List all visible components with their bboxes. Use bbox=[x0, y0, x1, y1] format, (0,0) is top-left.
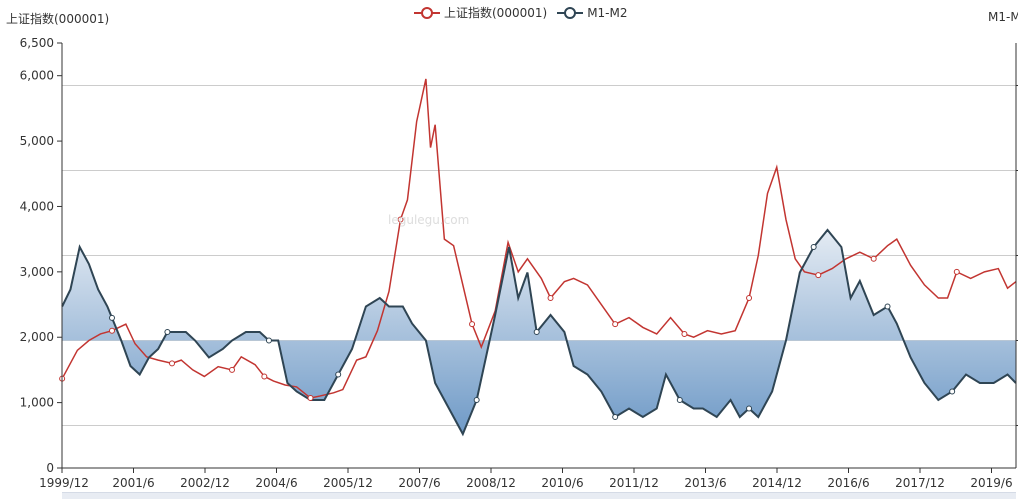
watermark: legulegu.com bbox=[388, 213, 470, 227]
y-tick: 2,000 bbox=[20, 330, 62, 344]
right-axis-title: M1-M2 bbox=[988, 10, 1018, 24]
m1m2-point-marker bbox=[884, 303, 891, 310]
legend-index-label: 上证指数(000001) bbox=[444, 6, 548, 20]
x-tick-label: 2005/12 bbox=[323, 476, 373, 490]
axes bbox=[61, 43, 1018, 469]
m1m2-point-marker bbox=[676, 397, 683, 403]
y-tick-label: 4,000 bbox=[20, 199, 54, 213]
x-tick: 2001/6 bbox=[112, 468, 155, 490]
x-tick-label: 2007/6 bbox=[398, 476, 440, 490]
index-point-marker bbox=[746, 295, 753, 301]
y-tick-label: 5,000 bbox=[20, 134, 54, 148]
x-tick: 2002/12 bbox=[180, 468, 230, 490]
index-point-marker bbox=[681, 330, 688, 337]
m1m2-series-line bbox=[61, 228, 1017, 437]
x-tick: 2008/12 bbox=[466, 468, 516, 490]
m1m2-point-marker bbox=[164, 329, 171, 335]
legend-item-m1m2[interactable]: M1-M2 bbox=[557, 5, 628, 20]
x-tick-label: 2002/12 bbox=[180, 476, 230, 490]
m1m2-point-marker bbox=[949, 388, 956, 395]
index-point-marker bbox=[108, 327, 115, 334]
x-tick: 2019/6 bbox=[970, 468, 1013, 490]
x-tick-label: 2013/6 bbox=[684, 476, 726, 490]
y-axis-ticks: 0 1,000 2,000 3,000 4,000 5,000 6,000 6,500 bbox=[20, 36, 62, 475]
x-tick: 2010/6 bbox=[541, 468, 584, 490]
legend-item-index[interactable]: 上证指数(000001) bbox=[414, 4, 547, 21]
legend-index-icon bbox=[414, 6, 440, 19]
index-point-marker bbox=[169, 360, 176, 367]
y-tick: 0 bbox=[46, 461, 62, 475]
index-point-marker bbox=[953, 268, 960, 275]
x-tick-label: 2004/6 bbox=[255, 476, 297, 490]
x-tick: 2005/12 bbox=[323, 468, 373, 490]
index-point-marker bbox=[870, 255, 877, 262]
m1m2-point-marker bbox=[746, 405, 753, 412]
y-tick: 6,000 bbox=[20, 69, 62, 83]
index-point-marker bbox=[229, 366, 236, 373]
x-tick-label: 1999/12 bbox=[39, 476, 89, 490]
x-tick: 2016/6 bbox=[827, 468, 870, 490]
index-point-marker bbox=[469, 321, 476, 328]
index-point-marker bbox=[307, 395, 314, 402]
index-point-marker bbox=[397, 216, 404, 223]
m1m2-point-marker bbox=[108, 314, 115, 321]
x-axis-ticks: 1999/12 2001/6 2002/12 2004/6 2005/12 2007/6 2… bbox=[39, 468, 1013, 490]
legend: 上证指数(000001) M1-M2 bbox=[414, 4, 638, 21]
y-tick-label: 2,000 bbox=[20, 330, 54, 344]
x-tick: 2014/12 bbox=[752, 468, 802, 490]
index-point-marker bbox=[547, 295, 554, 301]
legend-m1m2-icon bbox=[557, 6, 584, 19]
index-point-marker bbox=[612, 321, 619, 328]
m1m2-point-marker bbox=[810, 244, 817, 250]
x-tick-label: 2017/12 bbox=[895, 476, 945, 490]
grid-lines bbox=[62, 85, 1016, 426]
y-tick: 4,000 bbox=[20, 199, 62, 213]
series-markers bbox=[59, 216, 960, 420]
x-tick-label: 2019/6 bbox=[970, 476, 1012, 490]
datazoom-slider[interactable] bbox=[62, 492, 1016, 499]
m1m2-point-marker bbox=[533, 329, 540, 335]
index-point-marker bbox=[815, 272, 822, 279]
y-tick-label: 0 bbox=[46, 461, 54, 475]
legend-m1m2-label: M1-M2 bbox=[587, 5, 628, 20]
x-tick-label: 2016/6 bbox=[827, 476, 869, 490]
x-tick: 2004/6 bbox=[255, 468, 298, 490]
x-tick: 2011/12 bbox=[609, 468, 659, 490]
index-point-marker bbox=[261, 373, 268, 380]
x-tick-label: 2008/12 bbox=[466, 476, 516, 490]
m1m2-point-marker bbox=[265, 337, 272, 344]
y-tick: 5,000 bbox=[20, 134, 62, 148]
y-tick-label: 6,500 bbox=[20, 36, 54, 50]
x-tick: 2013/6 bbox=[684, 468, 727, 490]
x-tick: 1999/12 bbox=[39, 468, 89, 490]
y-tick-label: 1,000 bbox=[20, 396, 54, 410]
x-tick: 2007/6 bbox=[398, 468, 441, 490]
y-tick-label: 3,000 bbox=[20, 265, 54, 279]
left-axis-title: 上证指数(000001) bbox=[6, 12, 110, 26]
x-tick-label: 2001/6 bbox=[112, 476, 154, 490]
y-tick: 3,000 bbox=[20, 265, 62, 279]
y-tick-label: 6,000 bbox=[20, 69, 54, 83]
m1m2-point-marker bbox=[335, 371, 342, 378]
m1m2-point-marker bbox=[473, 397, 480, 403]
y-tick: 1,000 bbox=[20, 396, 62, 410]
m1m2-point-marker bbox=[612, 414, 619, 420]
x-tick-label: 2011/12 bbox=[609, 476, 659, 490]
y-tick: 6,500 bbox=[20, 36, 62, 50]
x-tick: 2017/12 bbox=[895, 468, 945, 490]
x-tick-label: 2014/12 bbox=[752, 476, 802, 490]
x-tick-label: 2010/6 bbox=[541, 476, 583, 490]
